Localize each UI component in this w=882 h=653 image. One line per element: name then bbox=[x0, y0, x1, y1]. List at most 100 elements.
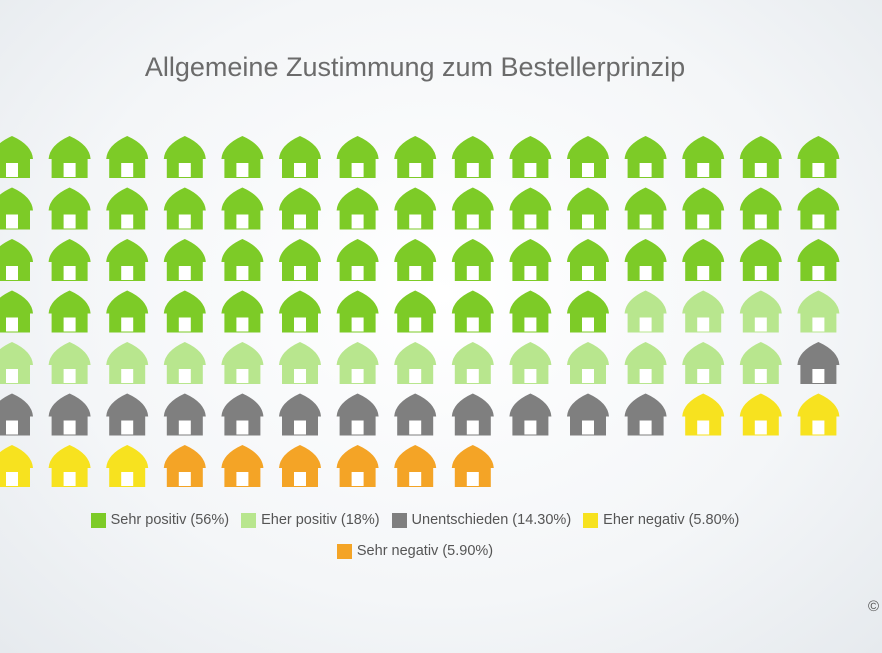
house-icon bbox=[624, 290, 667, 333]
house-icon bbox=[394, 239, 437, 281]
house-icon bbox=[451, 239, 494, 281]
house-icon bbox=[451, 136, 494, 178]
house-icon bbox=[336, 290, 379, 333]
house-icon bbox=[48, 239, 91, 281]
house-icon bbox=[682, 239, 725, 281]
house-icon bbox=[797, 239, 840, 281]
house-icon bbox=[106, 342, 149, 384]
house-icon bbox=[394, 393, 437, 436]
house-icon bbox=[739, 290, 782, 333]
legend-swatch bbox=[391, 512, 407, 528]
house-icon bbox=[394, 342, 437, 384]
house-icon bbox=[336, 393, 379, 436]
pictogram-chart bbox=[0, 136, 840, 487]
house-icon bbox=[567, 290, 609, 333]
house-icon bbox=[0, 342, 33, 384]
house-icon bbox=[0, 445, 33, 487]
house-icon bbox=[221, 136, 264, 178]
house-icon bbox=[394, 290, 437, 333]
house-icon bbox=[509, 342, 552, 384]
house-icon bbox=[624, 187, 667, 230]
house-icon bbox=[682, 393, 725, 436]
legend-item: Unentschieden (14.30%) bbox=[391, 512, 572, 528]
legend-label: Unentschieden (14.30%) bbox=[411, 512, 572, 528]
house-icon bbox=[336, 342, 379, 384]
legend-row-2: Sehr negativ (5.90%) bbox=[0, 543, 830, 559]
house-icon bbox=[682, 187, 725, 230]
copyright-text: © bbox=[868, 598, 880, 615]
house-icon bbox=[336, 136, 379, 178]
house-icon bbox=[48, 393, 91, 436]
house-icon bbox=[739, 187, 782, 230]
house-icon bbox=[163, 445, 206, 487]
house-icon bbox=[797, 290, 840, 333]
house-icon bbox=[509, 136, 552, 178]
house-icon bbox=[451, 342, 494, 384]
house-icon bbox=[682, 342, 725, 384]
house-icon bbox=[509, 393, 552, 436]
house-icon bbox=[336, 445, 379, 487]
house-icon bbox=[567, 187, 609, 230]
house-icon bbox=[106, 239, 149, 281]
house-icon bbox=[48, 136, 91, 178]
house-icon bbox=[279, 393, 321, 436]
house-icon bbox=[106, 290, 149, 333]
house-icon bbox=[739, 239, 782, 281]
house-icon bbox=[163, 342, 206, 384]
house-icon bbox=[509, 290, 552, 333]
legend: Sehr positiv (56%) Eher positiv (18%) Unen… bbox=[0, 512, 830, 528]
house-icon bbox=[279, 290, 321, 333]
house-icon bbox=[567, 342, 609, 384]
legend-item: Sehr negativ (5.90%) bbox=[336, 543, 494, 559]
house-icon bbox=[0, 136, 33, 178]
house-icon bbox=[48, 445, 91, 487]
house-icon bbox=[336, 187, 379, 230]
legend-label: Sehr positiv (56%) bbox=[110, 512, 230, 528]
house-icon bbox=[106, 187, 149, 230]
house-icon bbox=[221, 445, 264, 487]
house-icon bbox=[567, 239, 609, 281]
house-icon bbox=[739, 136, 782, 178]
house-icon bbox=[739, 342, 782, 384]
house-icon bbox=[163, 136, 206, 178]
house-icon bbox=[279, 136, 321, 178]
house-icon bbox=[624, 393, 667, 436]
house-icon bbox=[336, 239, 379, 281]
house-icon bbox=[567, 393, 609, 436]
house-icon bbox=[106, 393, 149, 436]
legend-item: Sehr positiv (56%) bbox=[90, 512, 230, 528]
house-icon bbox=[624, 136, 667, 178]
house-icon bbox=[48, 187, 91, 230]
legend-label: Eher positiv (18%) bbox=[261, 512, 380, 528]
legend-item: Eher negativ (5.80%) bbox=[583, 512, 739, 528]
legend-item: Eher positiv (18%) bbox=[241, 512, 380, 528]
chart-title: Allgemeine Zustimmung zum Bestellerprinz… bbox=[144, 52, 686, 82]
house-icon bbox=[279, 445, 321, 487]
house-icon bbox=[221, 239, 264, 281]
house-icon bbox=[451, 445, 494, 487]
house-icon bbox=[0, 290, 33, 333]
house-icon bbox=[797, 187, 840, 230]
house-icon bbox=[106, 445, 149, 487]
house-icon bbox=[451, 187, 494, 230]
house-icon bbox=[221, 342, 264, 384]
legend-swatch bbox=[583, 512, 599, 528]
house-icon bbox=[0, 239, 33, 281]
house-icon bbox=[624, 239, 667, 281]
house-icon bbox=[163, 290, 206, 333]
house-icon bbox=[509, 187, 552, 230]
house-icon bbox=[451, 290, 494, 333]
house-icon bbox=[394, 445, 437, 487]
house-icon bbox=[797, 342, 840, 384]
house-icon bbox=[797, 393, 840, 436]
house-icon bbox=[0, 187, 33, 230]
house-icon bbox=[221, 393, 264, 436]
legend-label: Eher negativ (5.80%) bbox=[603, 512, 740, 528]
legend-label: Sehr negativ (5.90%) bbox=[356, 543, 494, 559]
house-icon bbox=[163, 187, 206, 230]
house-icon bbox=[682, 290, 725, 333]
house-icon bbox=[221, 187, 264, 230]
house-icon bbox=[451, 393, 494, 436]
house-icon bbox=[163, 393, 206, 436]
house-icon bbox=[163, 239, 206, 281]
